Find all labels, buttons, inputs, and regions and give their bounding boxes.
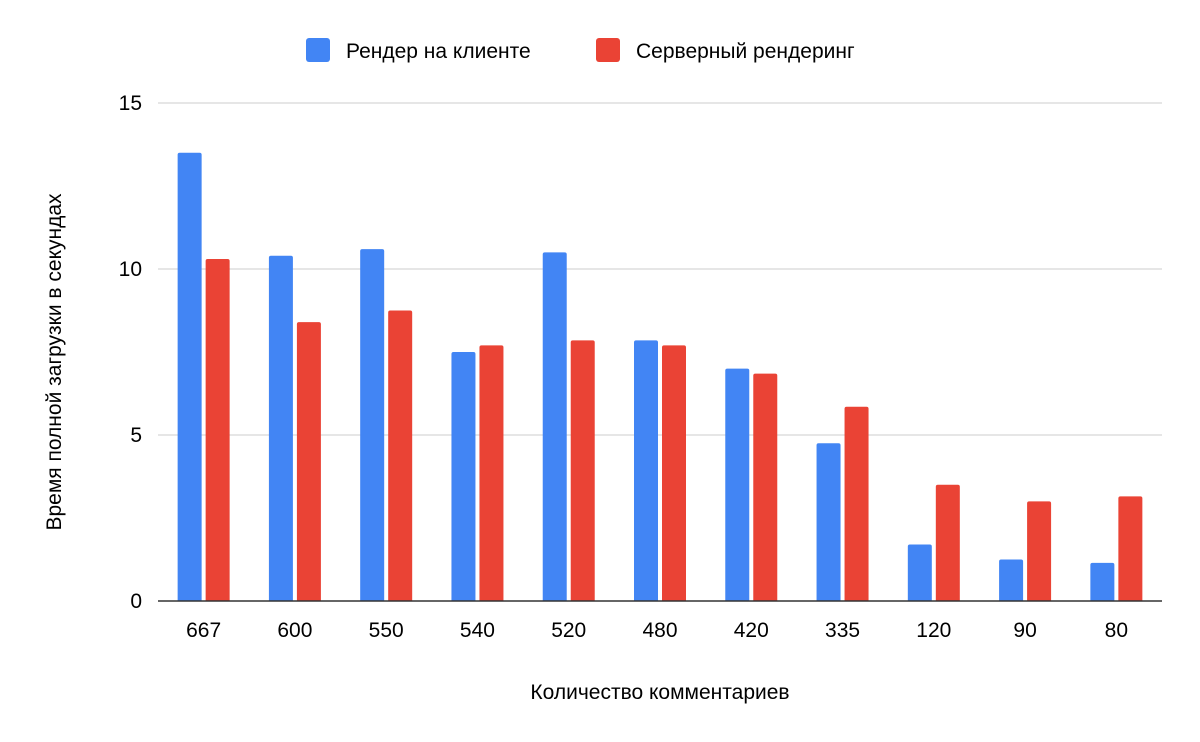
bar-server-120 bbox=[935, 484, 960, 601]
chart-gridlines bbox=[158, 102, 1162, 436]
x-tick-label: 667 bbox=[186, 619, 221, 642]
x-axis-title: Количество комментариев bbox=[530, 681, 789, 704]
bar-server-550 bbox=[388, 310, 413, 601]
legend-swatch-client bbox=[306, 38, 330, 62]
x-tick-label: 520 bbox=[551, 619, 586, 642]
x-tick-label: 550 bbox=[369, 619, 404, 642]
bar-client-480 bbox=[634, 340, 658, 601]
bar-client-120 bbox=[907, 544, 932, 601]
bar-client-90 bbox=[999, 559, 1024, 601]
bar-client-600 bbox=[268, 255, 293, 601]
x-tick-label: 90 bbox=[1013, 619, 1036, 642]
bar-server-80 bbox=[1118, 496, 1143, 601]
y-axis-ticks: 0 5 10 15 bbox=[119, 92, 142, 613]
x-tick-label: 80 bbox=[1105, 619, 1128, 642]
x-tick-label: 600 bbox=[277, 619, 312, 642]
bar-client-550 bbox=[360, 249, 385, 601]
bar-client-420 bbox=[725, 368, 750, 601]
bar-server-90 bbox=[1027, 501, 1052, 601]
legend-label-client: Рендер на клиенте bbox=[346, 40, 531, 63]
bar-server-335 bbox=[844, 406, 869, 601]
y-axis-title: Время полной загрузки в секундах bbox=[43, 193, 66, 531]
x-tick-label: 480 bbox=[642, 619, 677, 642]
x-tick-label: 120 bbox=[916, 619, 951, 642]
bar-client-335 bbox=[816, 443, 841, 601]
bar-server-540 bbox=[479, 345, 504, 601]
bar-server-600 bbox=[296, 322, 321, 601]
y-tick-label: 15 bbox=[119, 92, 142, 115]
y-tick-label: 0 bbox=[130, 590, 142, 613]
bar-client-667 bbox=[177, 152, 202, 602]
bar-client-80 bbox=[1090, 562, 1115, 601]
x-tick-label: 335 bbox=[825, 619, 860, 642]
bar-server-520 bbox=[570, 340, 595, 601]
y-tick-label: 10 bbox=[119, 258, 142, 281]
bar-client-520 bbox=[542, 252, 567, 601]
bar-server-667 bbox=[205, 259, 230, 601]
legend-swatch-server bbox=[596, 38, 620, 62]
x-tick-label: 540 bbox=[460, 619, 495, 642]
bar-server-480 bbox=[662, 345, 686, 601]
y-tick-label: 5 bbox=[130, 424, 142, 447]
x-tick-label: 420 bbox=[734, 619, 769, 642]
x-axis-ticks: 667 600 550 540 520 480 420 335 120 90 80 bbox=[186, 619, 1128, 642]
chart-bars bbox=[177, 152, 1143, 602]
legend-label-server: Серверный рендеринг bbox=[636, 40, 855, 63]
chart-legend: Рендер на клиенте Серверный рендеринг bbox=[306, 38, 855, 63]
bar-client-540 bbox=[451, 352, 476, 601]
bar-server-420 bbox=[753, 373, 778, 601]
